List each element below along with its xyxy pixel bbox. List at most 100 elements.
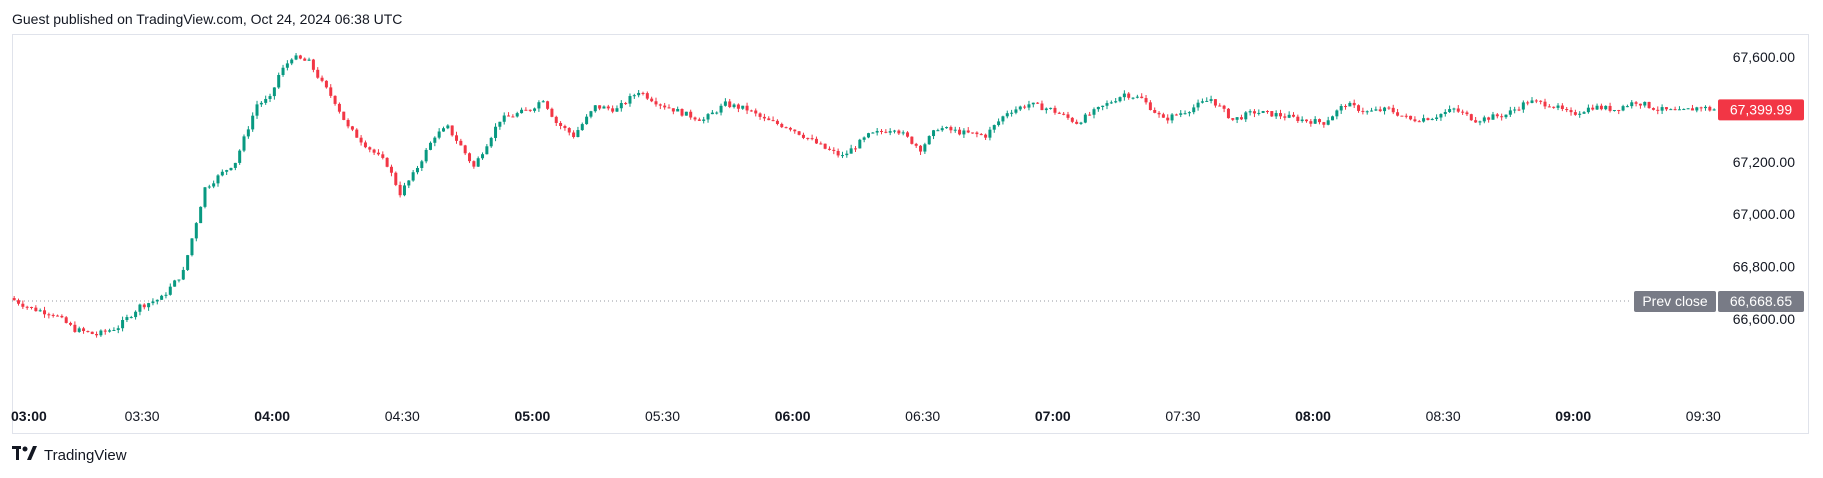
candle [1053, 105, 1057, 115]
candlestick-chart[interactable]: 67,600.0067,400.0067,200.0067,000.0066,8… [0, 0, 1823, 440]
candle [541, 99, 545, 103]
candle [220, 169, 224, 177]
candle [21, 300, 25, 309]
candle [112, 327, 116, 331]
candle [1578, 111, 1582, 118]
candle [1391, 104, 1395, 115]
candle [1647, 101, 1651, 109]
candle [1608, 102, 1612, 113]
x-tick-label: 07:30 [1165, 408, 1200, 424]
candle [901, 130, 905, 136]
candle [1543, 98, 1547, 110]
candle [884, 129, 888, 134]
candle [875, 128, 879, 136]
candle [1573, 109, 1577, 116]
candle [910, 136, 914, 145]
candle [723, 98, 727, 107]
x-tick-label: 08:00 [1295, 408, 1331, 424]
candle [537, 100, 541, 112]
candle [51, 313, 55, 318]
candle [1526, 100, 1530, 106]
candle [1651, 107, 1655, 111]
candle [350, 125, 354, 132]
candle [86, 330, 90, 333]
candle [116, 325, 120, 334]
candle [411, 169, 415, 182]
candle [524, 107, 528, 111]
candle [1604, 105, 1608, 111]
candle [1530, 97, 1534, 104]
candle [923, 142, 927, 154]
x-tick-label: 08:30 [1426, 408, 1461, 424]
candle [1599, 103, 1603, 111]
candle [394, 171, 398, 187]
candle [1469, 113, 1473, 121]
candle [771, 116, 775, 122]
candle [38, 308, 42, 312]
candle [572, 130, 576, 139]
candle [1231, 118, 1235, 122]
candle [1144, 95, 1148, 105]
candle [745, 102, 749, 115]
tradingview-logo-icon[interactable] [12, 446, 38, 464]
candle [1083, 112, 1087, 124]
candle [1396, 108, 1400, 117]
candle [767, 116, 771, 121]
candle [650, 96, 654, 103]
candle [238, 149, 242, 165]
x-tick-label: 09:00 [1555, 408, 1591, 424]
candle [637, 90, 641, 98]
candle [949, 125, 953, 134]
candle [1664, 106, 1668, 112]
candle [1031, 102, 1035, 108]
candle [940, 125, 944, 132]
candle [1586, 104, 1590, 114]
x-tick-label: 07:00 [1035, 408, 1071, 424]
candle [1448, 105, 1452, 113]
candle [619, 100, 623, 112]
candle [1261, 110, 1265, 114]
candle [259, 101, 263, 107]
candle [936, 128, 940, 132]
candle [320, 75, 324, 83]
candle [472, 160, 476, 169]
candle [1582, 111, 1586, 114]
candle [277, 72, 281, 89]
candle [151, 298, 155, 306]
candle [827, 146, 831, 151]
candle [1283, 113, 1287, 121]
candle [645, 91, 649, 101]
candle [1040, 100, 1044, 111]
y-tick-label: 67,600.00 [1733, 49, 1795, 65]
footer-brand-label[interactable]: TradingView [44, 446, 127, 464]
candle [1712, 108, 1716, 111]
candle [1495, 113, 1499, 119]
candle [1075, 119, 1079, 125]
candle [628, 93, 632, 107]
candle [402, 182, 406, 197]
candle [1270, 110, 1274, 118]
candle [428, 141, 432, 151]
candle [880, 129, 884, 135]
candle [1114, 97, 1118, 104]
x-tick-label: 09:30 [1686, 408, 1721, 424]
candle [337, 102, 341, 114]
candle [216, 174, 220, 187]
candle [1669, 108, 1673, 111]
candle [576, 126, 580, 138]
candle [728, 98, 732, 109]
candle [1309, 119, 1313, 127]
candle [47, 312, 51, 319]
candle [806, 137, 810, 141]
candle [1374, 106, 1378, 112]
candle [1426, 117, 1430, 121]
candle [1378, 106, 1382, 113]
publication-header: Guest published on TradingView.com, Oct … [12, 11, 403, 27]
candle [814, 136, 818, 144]
candle [1213, 99, 1217, 108]
candles-group [12, 53, 1716, 338]
candle [1695, 106, 1699, 113]
candle [34, 305, 38, 312]
candle [611, 105, 615, 114]
candle [1404, 113, 1408, 119]
